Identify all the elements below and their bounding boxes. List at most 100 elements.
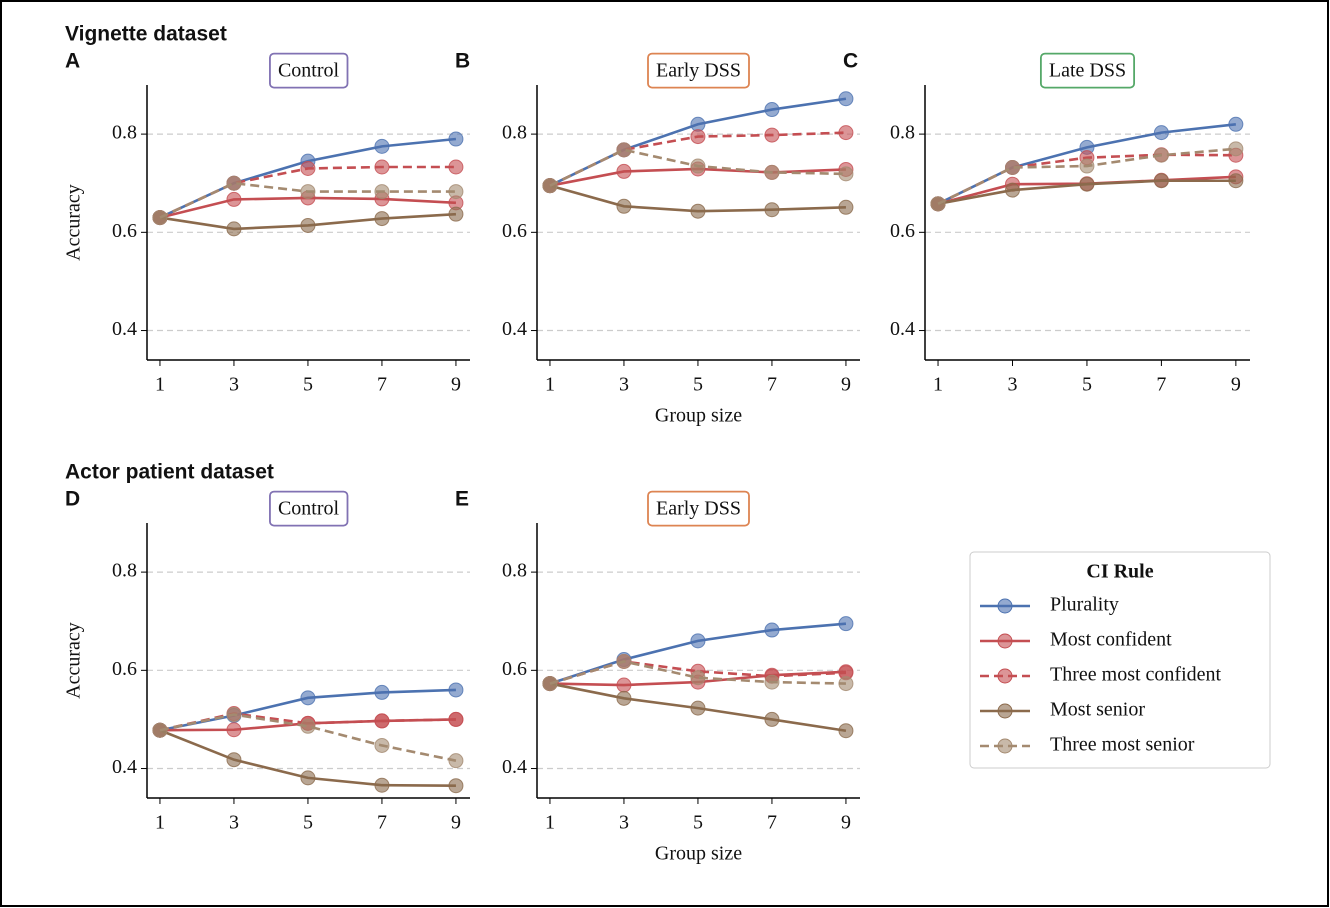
x-tick-label: 7 [1156,374,1166,396]
panel-label: C [843,50,858,73]
point [300,160,316,176]
point [542,178,558,194]
x-tick-label: 5 [1082,374,1092,396]
point [930,196,946,212]
legend-label: Plurality [1050,594,1119,616]
point [1079,176,1095,192]
point [838,199,854,215]
legend-label: Most confident [1050,629,1172,651]
x-tick-label: 9 [451,812,461,834]
x-tick-label: 9 [1231,374,1241,396]
point [226,707,242,723]
point [690,203,706,219]
legend-marker [997,703,1013,719]
panel-title-box [647,52,750,89]
x-tick-label: 1 [155,812,165,834]
legend-marker [997,738,1013,754]
point [1079,158,1095,174]
panel-title-box [1039,52,1136,89]
point [374,211,390,227]
x-tick-label: 7 [377,812,387,834]
point [764,127,780,143]
point [448,711,464,727]
point [690,670,706,686]
x-tick-label: 3 [229,374,239,396]
x-tick-label: 1 [933,374,943,396]
point [616,142,632,158]
x-tick-label: 3 [1007,374,1017,396]
panel-label: D [65,488,80,511]
point [448,206,464,222]
x-tick-label: 9 [841,374,851,396]
panel-label: A [65,50,80,73]
point [1228,116,1244,132]
section-title: Vignette dataset [65,23,227,46]
point [1004,182,1020,198]
point [226,221,242,237]
point [300,690,316,706]
point [374,684,390,700]
panel-title-box [269,490,349,527]
panel-title-box [269,52,349,89]
x-tick-label: 7 [377,374,387,396]
panel-title: Control [278,498,340,520]
point [152,210,168,226]
point [690,158,706,174]
point [374,159,390,175]
point [764,164,780,180]
x-tick-label: 1 [545,812,555,834]
point [448,778,464,794]
point [374,777,390,793]
point [690,633,706,649]
point [838,166,854,182]
point [374,184,390,200]
legend-marker [997,633,1013,649]
point [300,718,316,734]
x-tick-label: 7 [767,374,777,396]
x-tick-label: 7 [767,812,777,834]
legend-label: Three most senior [1050,734,1195,756]
legend-marker [997,598,1013,614]
point [226,722,242,738]
legend-title: CI Rule [1086,561,1153,583]
y-tick-label: 0.8 [112,122,137,144]
legend-label: Most senior [1050,699,1145,721]
legend-box [969,551,1271,769]
point [374,138,390,154]
y-tick-label: 0.6 [502,220,527,242]
y-axis-label: Accuracy [63,622,85,699]
panel-title: Late DSS [1049,60,1126,82]
point [1004,160,1020,175]
x-axis-label: Group size [655,843,742,865]
x-tick-label: 3 [619,374,629,396]
x-tick-label: 3 [619,812,629,834]
panel-title: Control [278,60,340,82]
point [1153,125,1169,141]
x-tick-label: 3 [229,812,239,834]
panel-title: Early DSS [656,498,741,520]
panel-title-box [647,490,750,527]
panel-label: B [455,50,470,73]
x-axis-label: Group size [655,405,742,427]
x-tick-label: 9 [841,812,851,834]
point [1153,173,1169,189]
point [838,125,854,141]
point [690,700,706,716]
x-tick-label: 9 [451,374,461,396]
point [764,102,780,118]
point [448,753,464,769]
y-tick-label: 0.4 [112,756,137,778]
panel-title: Early DSS [656,60,741,82]
point [300,184,316,200]
x-tick-label: 5 [303,374,313,396]
y-tick-label: 0.4 [890,318,915,340]
point [374,737,390,753]
x-tick-label: 1 [545,374,555,396]
point [764,622,780,638]
point [374,713,390,729]
y-tick-label: 0.4 [502,318,527,340]
point [448,184,464,200]
point [838,91,854,107]
